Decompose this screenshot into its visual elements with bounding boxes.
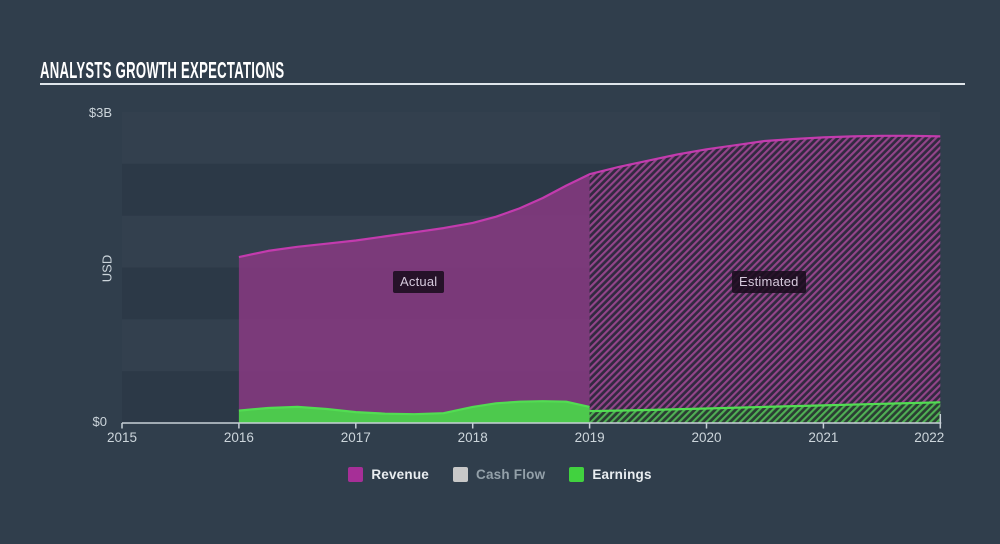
x-axis-label: 2022	[914, 430, 945, 445]
cash-flow-swatch-icon	[453, 466, 468, 482]
actual-region-label: Actual	[393, 271, 445, 293]
y-axis-max-label: $3B	[88, 105, 112, 120]
legend-label: Earnings	[592, 466, 652, 482]
earnings-swatch-icon	[569, 466, 585, 482]
x-axis-label: 2019	[574, 430, 605, 445]
y-axis-zero-label: $0	[92, 414, 107, 429]
x-axis-label: 2021	[808, 430, 839, 445]
legend: Revenue Cash Flow Earnings	[0, 464, 1000, 484]
x-axis-label: 2017	[340, 430, 371, 445]
x-axis-label: 2018	[457, 430, 488, 445]
y-axis-title: USD	[99, 254, 115, 283]
page-title: ANALYSTS GROWTH EXPECTATIONS	[40, 57, 285, 83]
revenue-swatch-icon	[348, 466, 364, 482]
legend-item-earnings[interactable]: Earnings	[569, 466, 652, 482]
x-axis-label: 2015	[106, 430, 138, 445]
x-axis-label: 2020	[691, 430, 722, 445]
legend-label: Revenue	[371, 466, 429, 482]
legend-label: Cash Flow	[476, 466, 546, 482]
legend-item-cash-flow[interactable]: Cash Flow	[453, 466, 546, 482]
estimated-region-label: Estimated	[732, 271, 806, 293]
title-underline	[40, 83, 965, 85]
x-axis-label: 2016	[223, 430, 254, 445]
legend-item-revenue[interactable]: Revenue	[348, 466, 429, 482]
